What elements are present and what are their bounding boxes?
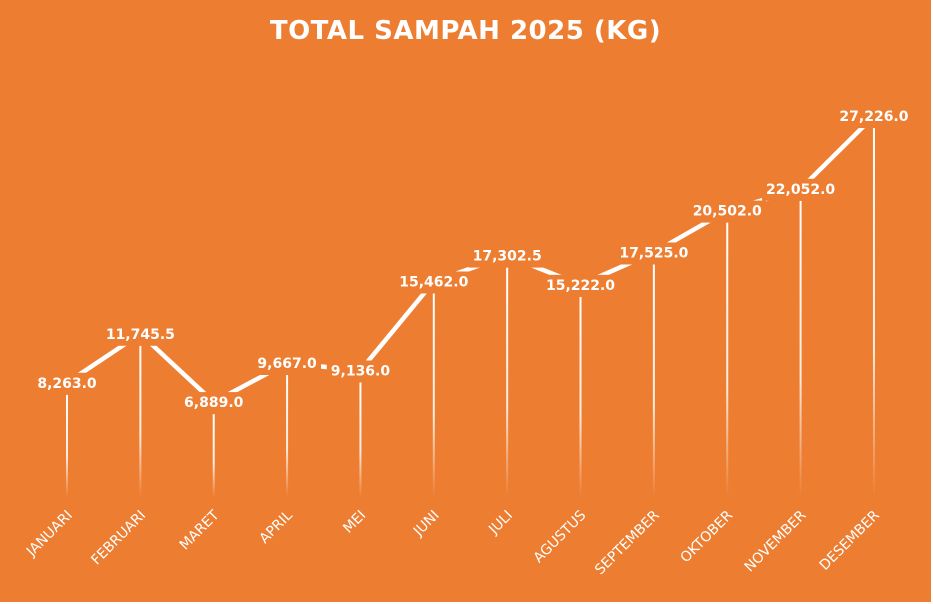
data-label: 6,889.0	[184, 395, 244, 411]
data-label-background	[253, 353, 322, 376]
data-label-background	[762, 178, 840, 201]
data-label: 17,302.5	[473, 249, 542, 265]
data-label-background	[326, 360, 395, 383]
data-label-background	[541, 274, 620, 297]
x-tick-label: DESEMBER	[817, 507, 883, 573]
x-tick-label: OKTOBER	[677, 507, 736, 566]
data-label: 15,222.0	[546, 278, 615, 294]
chart-title: TOTAL SAMPAH 2025 (KG)	[269, 16, 662, 46]
data-label-background	[835, 106, 913, 128]
x-tick-label: MEI	[340, 508, 369, 537]
data-label: 17,525.0	[619, 245, 688, 261]
data-label: 20,502.0	[693, 204, 762, 220]
data-label: 22,052.0	[766, 182, 835, 198]
data-label: 11,745.5	[106, 327, 175, 343]
data-label-background	[395, 271, 473, 294]
x-tick-label: JUNI	[410, 508, 443, 541]
drop-line	[872, 128, 875, 497]
data-label-background	[180, 392, 248, 415]
data-label: 15,462.0	[399, 274, 468, 290]
data-label-background	[101, 323, 179, 346]
data-label: 9,667.0	[257, 356, 317, 372]
x-tick-label: MARET	[177, 507, 223, 553]
drop-line	[799, 200, 802, 497]
drop-line	[66, 394, 68, 497]
drop-line	[579, 296, 582, 497]
x-tick-label: AGUSTUS	[531, 507, 590, 566]
x-tick-label: SEPTEMBER	[592, 507, 663, 578]
data-label-background	[615, 242, 693, 265]
drop-line	[652, 264, 655, 497]
drop-line	[139, 345, 142, 497]
data-label-background	[33, 372, 101, 395]
drop-line	[359, 382, 362, 497]
drop-line	[506, 267, 509, 497]
data-label: 27,226.0	[839, 109, 908, 125]
x-tick-label: FEBRUARI	[88, 508, 149, 569]
data-label-background	[468, 245, 546, 268]
drop-line	[212, 414, 215, 497]
drop-line	[726, 222, 729, 498]
data-label: 8,263.0	[37, 376, 97, 392]
x-tick-label: JANUARI	[23, 508, 76, 561]
data-label: 9,136.0	[331, 363, 391, 379]
x-tick-label: APRIL	[257, 507, 297, 547]
x-tick-label: JULI	[485, 508, 516, 539]
drop-line	[432, 293, 435, 497]
data-label-background	[688, 200, 767, 223]
x-tick-label: NOVEMBER	[742, 507, 810, 575]
drop-line	[286, 375, 289, 497]
